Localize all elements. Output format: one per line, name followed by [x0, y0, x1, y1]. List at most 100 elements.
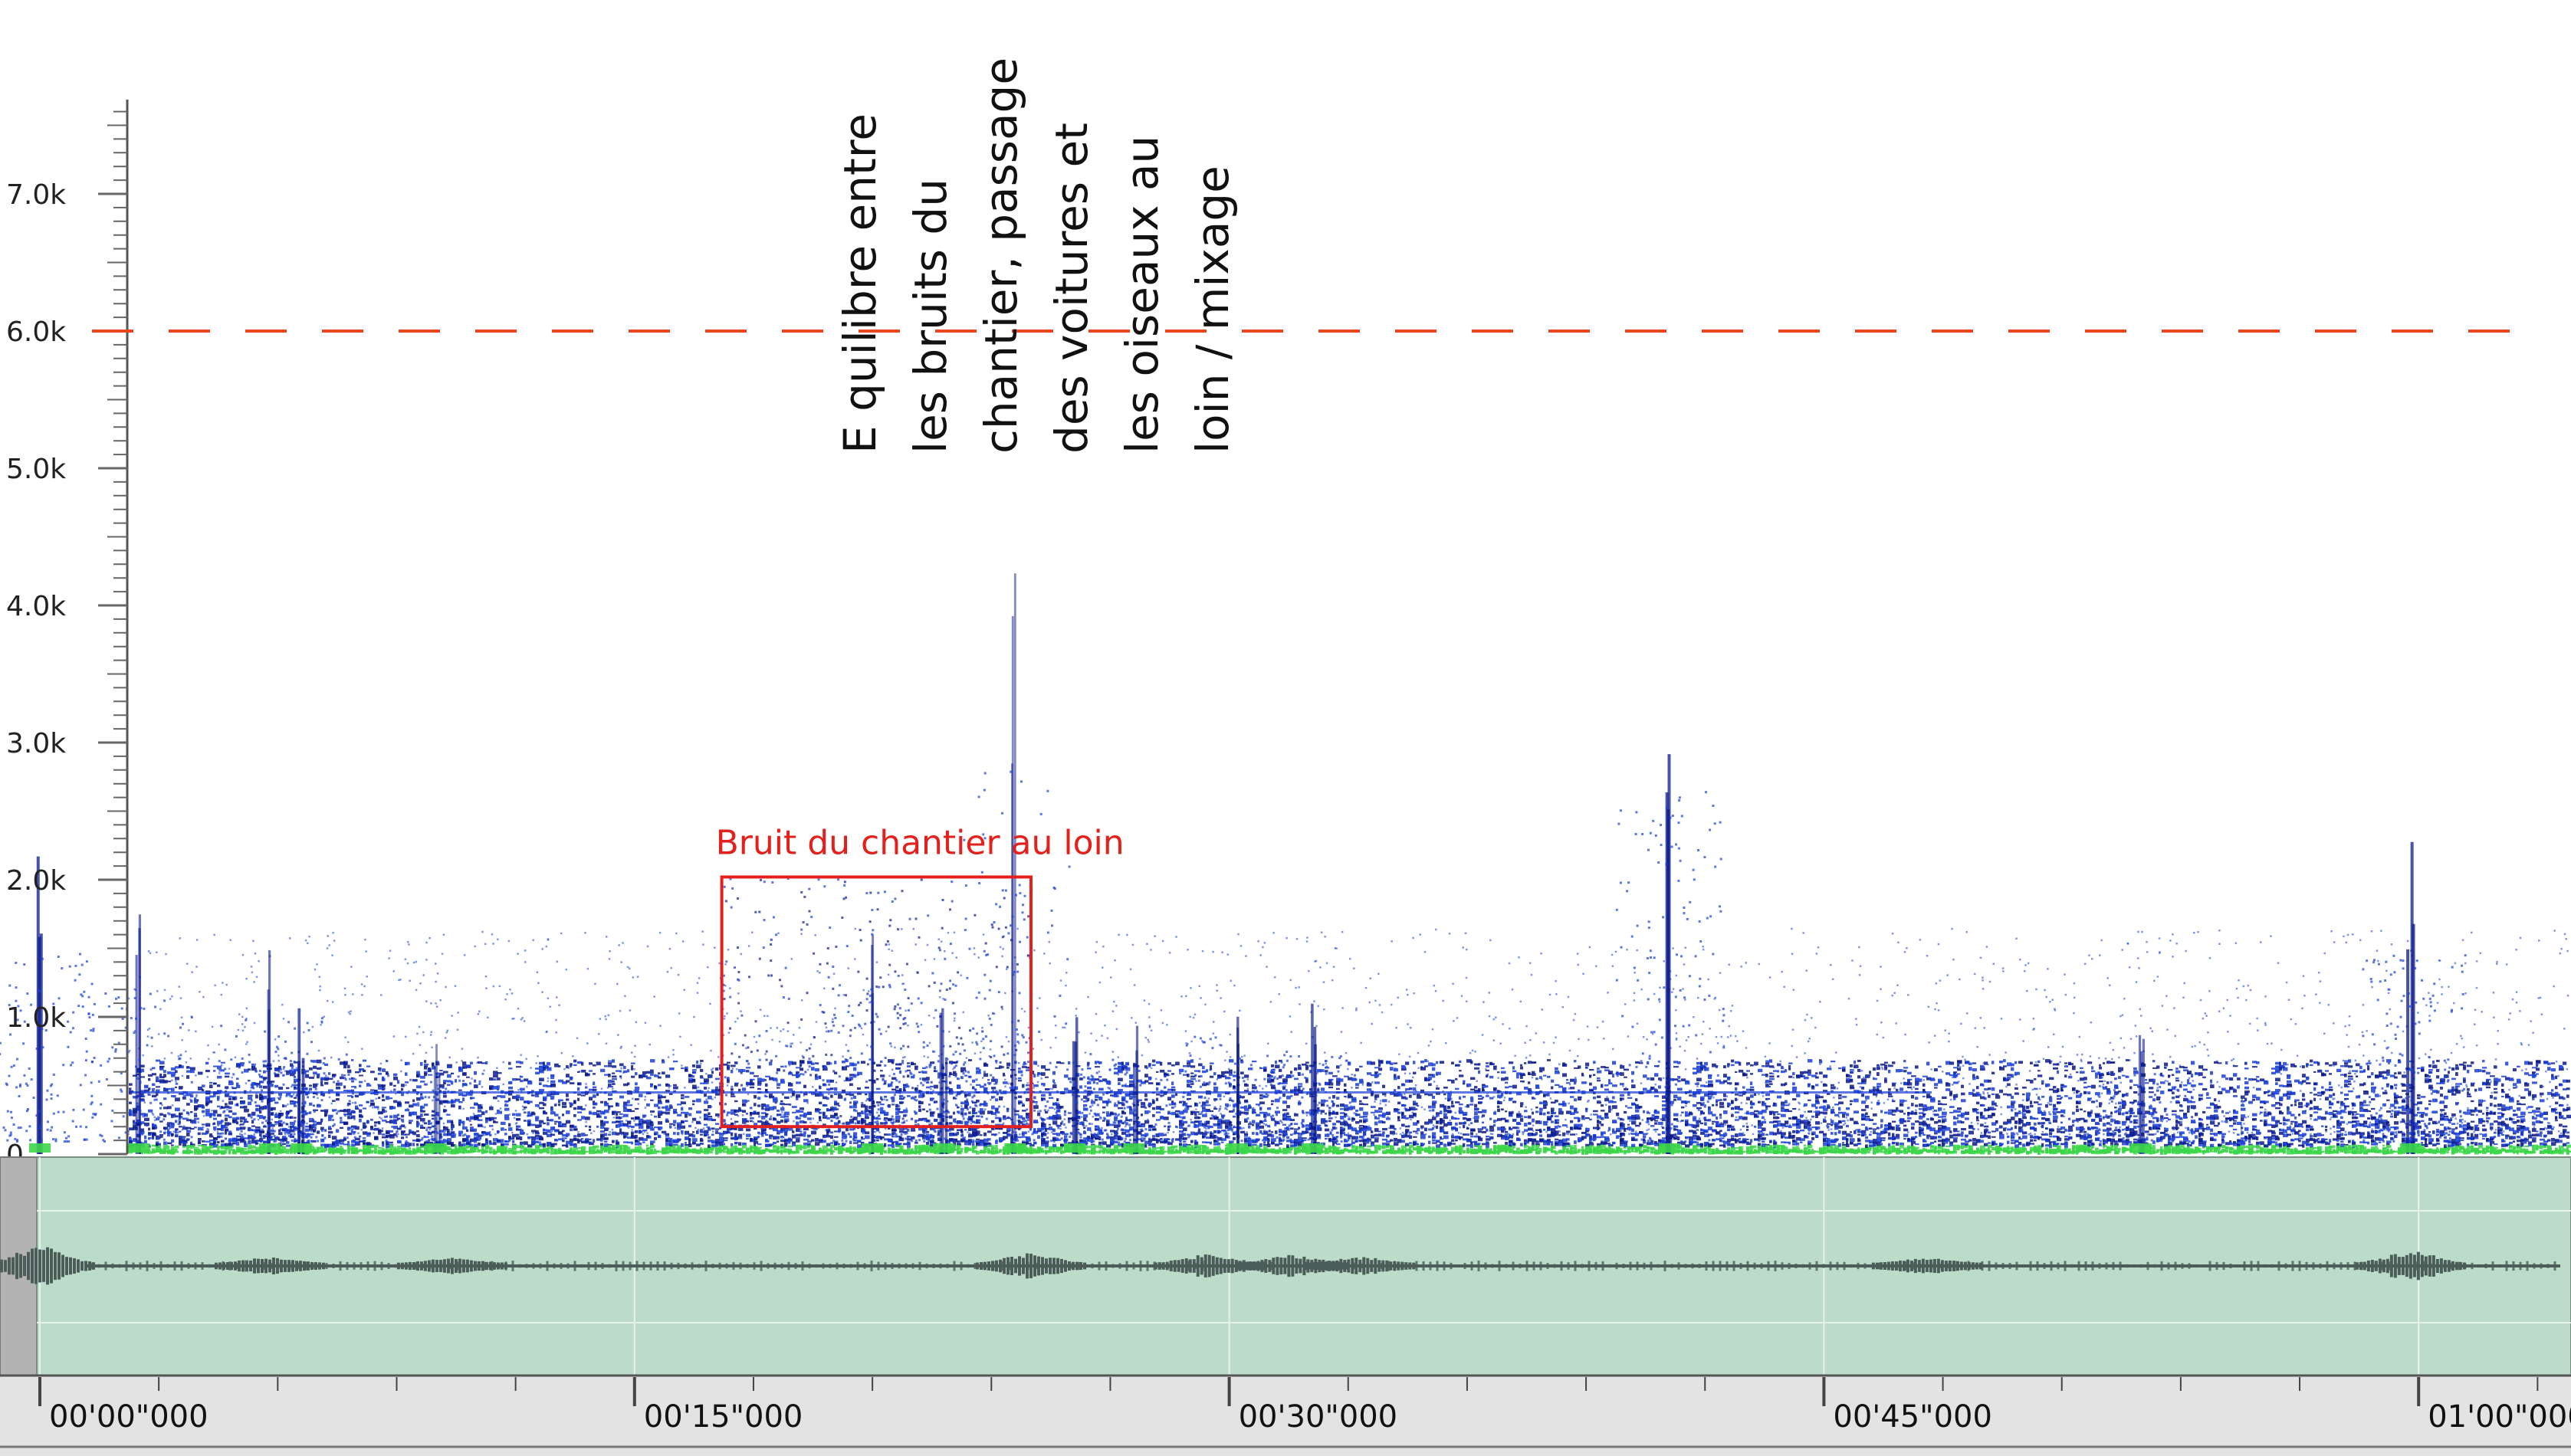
- spectrogram-cell: [159, 1076, 165, 1079]
- spectrogram-cell: [171, 1074, 176, 1077]
- spectrogram-cell: [769, 1151, 772, 1153]
- spectrogram-cell: [681, 1150, 685, 1154]
- spectrogram-cell: [685, 1068, 688, 1071]
- spectrogram-cell: [619, 1095, 624, 1099]
- spectrogram-cell: [512, 1151, 517, 1154]
- spectrogram-cell: [562, 1105, 567, 1108]
- spectrogram-cell: [673, 1120, 677, 1124]
- spectrogram-cell: [899, 1128, 905, 1130]
- spectrogram-cell: [780, 1103, 785, 1105]
- spectrogram-cell: [573, 1135, 577, 1138]
- spectrogram-cell: [604, 1137, 609, 1140]
- spectrogram-cell: [378, 1097, 381, 1100]
- spectrogram-cell: [635, 1139, 639, 1142]
- spectrogram-cell: [236, 1082, 239, 1086]
- spectrogram-cell: [803, 1131, 806, 1134]
- spectrogram-cell: [340, 1126, 343, 1129]
- spectrogram-cell: [386, 1071, 389, 1075]
- spectrogram-cell: [370, 1089, 375, 1091]
- spectrogram-cell: [616, 1140, 619, 1143]
- spectrogram-cell: [516, 1061, 521, 1064]
- spectrogram-cell: [846, 1077, 849, 1081]
- spectrogram-cell: [458, 1141, 461, 1144]
- spectrogram-cell: [405, 1109, 410, 1112]
- spectrogram-cell: [738, 1148, 742, 1152]
- spectrogram-cell: [1079, 1085, 1082, 1089]
- spectrogram-cell: [834, 1093, 838, 1096]
- spectrogram-cell: [623, 1103, 628, 1107]
- spectrogram-cell: [466, 1129, 469, 1132]
- spectrogram-cell: [658, 1100, 662, 1103]
- spectrogram-cell: [324, 1144, 328, 1149]
- spectrogram-cell: [688, 1124, 691, 1128]
- spectrogram-cell: [957, 1140, 960, 1143]
- spectrogram-cell: [1118, 1107, 1123, 1110]
- spectrogram-cell: [784, 1111, 790, 1116]
- spectrogram-cell: [665, 1134, 669, 1137]
- spectrogram-cell: [642, 1120, 647, 1123]
- spectrogram-cell: [501, 1095, 506, 1098]
- spectrogram-cell: [849, 1135, 852, 1138]
- spectrogram-plot[interactable]: [0, 573, 2571, 1155]
- spectrogram-cell: [447, 1084, 451, 1087]
- spectrogram-cell: [424, 1064, 429, 1066]
- spectrogram-cell: [332, 1136, 337, 1140]
- spectrogram-cell: [623, 1148, 627, 1153]
- spectrogram-cell: [351, 1151, 355, 1154]
- spectrogram-cell: [934, 1118, 938, 1121]
- spectrogram-cell: [872, 1136, 877, 1139]
- spectrogram-cell: [159, 1136, 163, 1138]
- spectrogram-cell: [796, 1137, 800, 1140]
- spectrogram-cell: [202, 1089, 205, 1091]
- spectrogram-cell: [585, 1134, 588, 1136]
- spectrogram-cell: [359, 1084, 362, 1087]
- spectrogram-cell: [547, 1093, 552, 1096]
- spectrogram-cell: [190, 1143, 193, 1146]
- spectrogram-cell: [232, 1149, 236, 1153]
- spectrogram-cell: [635, 1086, 640, 1090]
- spectrogram-cell: [731, 1095, 736, 1097]
- spectrogram-cell: [815, 1150, 820, 1153]
- spectrogram-cell: [907, 1147, 910, 1150]
- spectrogram-cell: [681, 1120, 685, 1123]
- spectrogram-cell: [658, 1121, 662, 1125]
- spectrogram-cell: [401, 1084, 405, 1087]
- spectrogram-cell: [397, 1102, 402, 1106]
- spectrogram-cell: [232, 1097, 236, 1100]
- spectrogram-cell: [757, 1149, 761, 1153]
- spectrogram-cell: [685, 1144, 690, 1146]
- spectrogram-cell: [1152, 1126, 1156, 1128]
- spectrogram-cell: [543, 1084, 548, 1087]
- spectrogram-cell: [466, 1076, 470, 1078]
- spectrogram-cell: [443, 1126, 446, 1129]
- spectrogram-cell: [700, 1131, 704, 1133]
- spectrogram-cell: [531, 1130, 537, 1133]
- spectrogram-cell: [205, 1109, 210, 1112]
- spectrogram-cell: [225, 1103, 228, 1106]
- spectrogram-cell: [811, 1062, 815, 1065]
- spectrogram-cell: [604, 1133, 608, 1136]
- spectrogram-cell: [784, 1140, 788, 1143]
- spectrogram-cell: [681, 1067, 685, 1070]
- spectrogram-cell: [616, 1141, 620, 1145]
- spectrogram-cell: [148, 1138, 151, 1140]
- spectrogram-cell: [489, 1150, 493, 1153]
- spectrogram-cell: [213, 1094, 216, 1097]
- spectrogram-cell: [834, 1100, 837, 1104]
- spectrogram-cell: [949, 1122, 953, 1125]
- spectrogram-cell: [386, 1141, 389, 1143]
- spectrogram-cell: [416, 1130, 419, 1133]
- spectrogram-cell: [309, 1133, 314, 1136]
- spectrogram-cell: [807, 1140, 813, 1143]
- spectrogram-cell: [895, 1108, 900, 1111]
- spectrogram-cell: [669, 1067, 675, 1071]
- spectrogram-cell: [926, 1142, 930, 1145]
- spectrogram-cell: [995, 1145, 998, 1149]
- spectrogram-cell: [443, 1109, 448, 1112]
- spectrogram-cell: [972, 1143, 975, 1146]
- spectrogram-cell: [474, 1150, 479, 1153]
- spectrogram-cell: [244, 1105, 248, 1109]
- spectrogram-cell: [359, 1149, 364, 1152]
- spectrogram-cell: [1098, 1087, 1104, 1091]
- spectrogram-cell: [1156, 1082, 1160, 1085]
